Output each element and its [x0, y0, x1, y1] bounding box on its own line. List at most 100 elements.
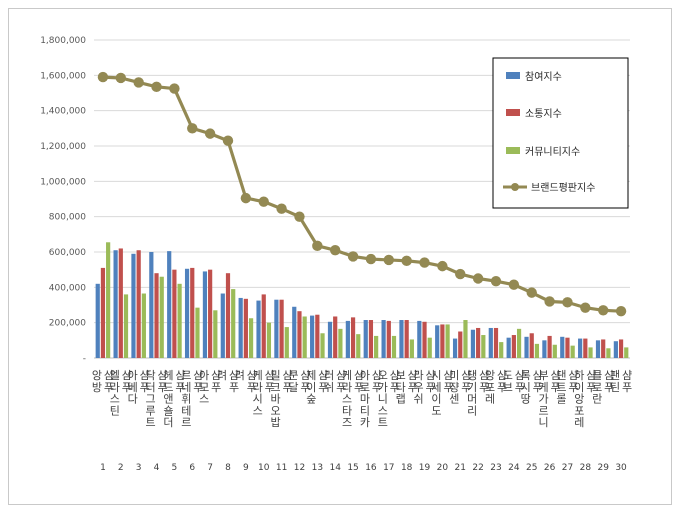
category-label: 댄 트 롤샴 푸	[556, 369, 578, 406]
bar-1-4	[149, 252, 154, 358]
line-point-20	[437, 260, 448, 272]
bar-1-5	[167, 251, 172, 358]
legend-box	[492, 57, 629, 209]
bar-2-14	[333, 316, 338, 358]
line-point-16	[365, 253, 377, 265]
bar-1-15	[345, 320, 350, 358]
line-point-21	[455, 268, 466, 280]
line-point-13	[312, 240, 323, 252]
bar-2-11	[279, 299, 284, 358]
bar-3-23	[499, 342, 504, 358]
bar-1-24	[506, 337, 511, 358]
category-label: 미 쟝 센샴 푸	[449, 369, 471, 406]
bar-2-23	[493, 327, 499, 358]
line-point-30	[615, 305, 627, 317]
bar-2-7	[208, 269, 213, 358]
y-tick-label: 400,000	[49, 283, 86, 293]
index-label: 11	[276, 463, 287, 473]
bar-1-21	[452, 338, 458, 358]
bar-1-2	[113, 250, 118, 358]
bar-3-8	[231, 289, 236, 358]
category-label: 시 세 이 도샴 푸	[431, 369, 453, 417]
bar-2-9	[243, 298, 248, 358]
category-label: 오 가 니 스 트샴 푸	[378, 369, 400, 429]
index-label: 25	[526, 463, 537, 473]
bar-3-12	[302, 316, 307, 358]
category-label: 앙 포 레샴 푸	[485, 369, 507, 406]
line-point-8	[222, 135, 234, 146]
bar-3-3	[141, 293, 146, 358]
bar-3-4	[159, 276, 164, 358]
bar-2-21	[458, 331, 463, 358]
index-label: 7	[207, 463, 213, 473]
legend-swatch	[506, 72, 520, 79]
line-point-11	[276, 203, 287, 214]
y-tick-label: 1,800,000	[40, 36, 86, 46]
index-label: 14	[329, 463, 341, 473]
legend-label: 브랜드평판지수	[531, 182, 595, 194]
line-point-10	[258, 196, 269, 207]
bar-1-13	[310, 315, 315, 358]
bar-2-29	[601, 339, 606, 358]
y-tick-label: 1,200,000	[40, 142, 86, 152]
bar-2-13	[315, 314, 320, 358]
category-label: 댕 기 머 리샴 푸	[467, 369, 489, 417]
bar-2-8	[225, 273, 231, 358]
index-label: 13	[312, 463, 323, 473]
index-label: 3	[136, 463, 142, 473]
index-label: 21	[455, 463, 466, 473]
category-label: 하 이 앙 포 레샴 푸	[574, 368, 596, 429]
bar-3-17	[391, 335, 397, 358]
bar-3-6	[195, 307, 200, 358]
category-label: 앙 방샴 푸	[92, 369, 114, 394]
bar-2-30	[618, 339, 624, 358]
index-label: 2	[118, 463, 124, 473]
bar-1-11	[274, 299, 279, 358]
bar-3-1	[106, 242, 111, 358]
bar-3-9	[248, 318, 254, 358]
category-label: 아 모 스샴 푸	[199, 369, 221, 406]
bar-2-15	[350, 317, 356, 358]
bar-2-12	[297, 311, 302, 358]
line-point-7	[204, 128, 216, 139]
index-label: 27	[562, 463, 573, 473]
bar-1-19	[417, 320, 422, 358]
bar-1-28	[578, 338, 583, 358]
line-point-17	[383, 254, 394, 266]
bar-1-6	[184, 268, 190, 358]
bar-1-1	[95, 283, 100, 358]
category-label: 도 브샴 푸	[503, 369, 525, 394]
index-label: 16	[365, 463, 377, 473]
line-point-26	[544, 296, 555, 307]
line-point-19	[419, 257, 430, 268]
line-point-12	[294, 211, 305, 222]
bar-3-24	[516, 328, 522, 358]
y-tick-label: 200,000	[49, 319, 86, 329]
index-label: 18	[401, 463, 413, 473]
index-label: 29	[597, 463, 609, 473]
bar-1-14	[327, 321, 333, 358]
category-label: 케 라 스 타 즈샴 푸	[342, 369, 364, 429]
bar-2-20	[440, 324, 445, 358]
category-label: 아 베 다샴 푸	[128, 369, 150, 406]
bar-1-9	[238, 297, 243, 358]
bar-2-18	[404, 320, 409, 358]
bar-2-22	[476, 327, 481, 358]
bar-3-5	[177, 283, 182, 358]
category-label: 라 우 쉬샴 푸	[413, 369, 435, 406]
category-label: 제 이 숲샴 푸	[306, 369, 328, 406]
category-label: 헤 드 앤 숄 더샴 푸	[163, 369, 185, 429]
index-label: 20	[437, 463, 449, 473]
line-series	[97, 71, 627, 317]
x-axis: 앙 방샴 푸 1 엘 라 스 틴샴 푸 2 아 베 다샴 푸 3 닥 터 그 루 트샴 푸 4 헤 드 앤 숄 더샴 푸 5 르 네 휘 테 르샴…	[92, 368, 632, 473]
line-point-6	[187, 123, 198, 134]
bar-3-20	[445, 324, 450, 358]
bar-1-12	[292, 306, 297, 358]
line-point-5	[169, 83, 180, 94]
bar-1-26	[542, 340, 547, 358]
legend-swatch	[506, 109, 520, 116]
bar-3-14	[338, 328, 343, 358]
y-axis: - 200,000 400,000 600,000 800,000 1,000,000 1,…	[40, 36, 86, 364]
bar-2-16	[368, 320, 374, 358]
